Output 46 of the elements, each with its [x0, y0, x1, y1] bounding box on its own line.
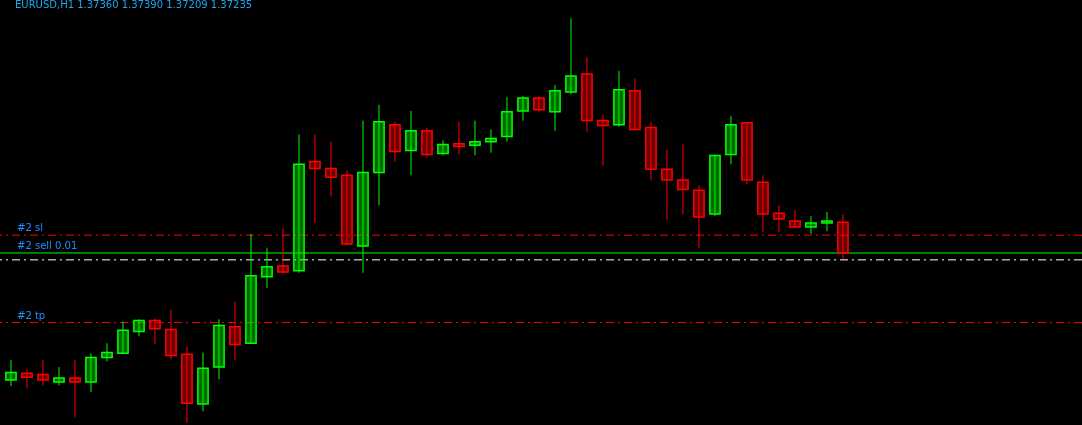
candlestick — [389, 121, 401, 162]
candlestick — [133, 318, 145, 337]
candlestick — [437, 139, 449, 156]
candlestick — [53, 366, 65, 386]
candlestick — [485, 129, 497, 154]
candlestick — [69, 359, 81, 418]
candlestick — [469, 120, 481, 156]
candlestick — [757, 174, 769, 233]
candlestick — [645, 121, 657, 181]
ref-line-label: #2 sell 0.01 — [17, 239, 78, 251]
candlestick — [709, 154, 721, 217]
candlestick — [549, 84, 561, 132]
candlestick — [661, 148, 673, 221]
candlestick — [309, 133, 321, 224]
candlestick — [629, 78, 641, 131]
candlestick — [373, 104, 385, 206]
candlestick — [421, 127, 433, 158]
candlestick — [613, 70, 625, 128]
candlestick — [725, 115, 737, 165]
candlestick — [37, 359, 49, 386]
candlestick — [181, 345, 193, 424]
candlestick — [677, 144, 689, 215]
candlestick — [21, 368, 33, 389]
candlestick — [5, 359, 17, 387]
candlestick — [405, 110, 417, 176]
candlestick — [453, 121, 465, 156]
candlestick — [517, 95, 529, 122]
candlestick — [85, 352, 97, 393]
candlestick — [533, 95, 545, 114]
candlestick — [197, 352, 209, 412]
candlestick — [565, 17, 577, 95]
ref-line-label: #2 tp — [17, 309, 46, 321]
candlestick — [325, 141, 337, 197]
candlestick — [101, 342, 113, 362]
candlestick — [773, 204, 785, 233]
candlestick — [821, 211, 833, 232]
candlestick — [741, 121, 753, 185]
candlestick — [213, 318, 225, 380]
candlestick — [501, 96, 513, 143]
candlestick — [597, 114, 609, 167]
candlestick — [117, 320, 129, 355]
candlestick — [581, 56, 593, 133]
candlestick — [805, 215, 817, 235]
chart-title: EURUSD,H1 1.37360 1.37390 1.37209 1.37235 — [15, 0, 253, 10]
ref-line-label: #2 sl — [17, 222, 43, 234]
candlestick — [789, 209, 801, 229]
